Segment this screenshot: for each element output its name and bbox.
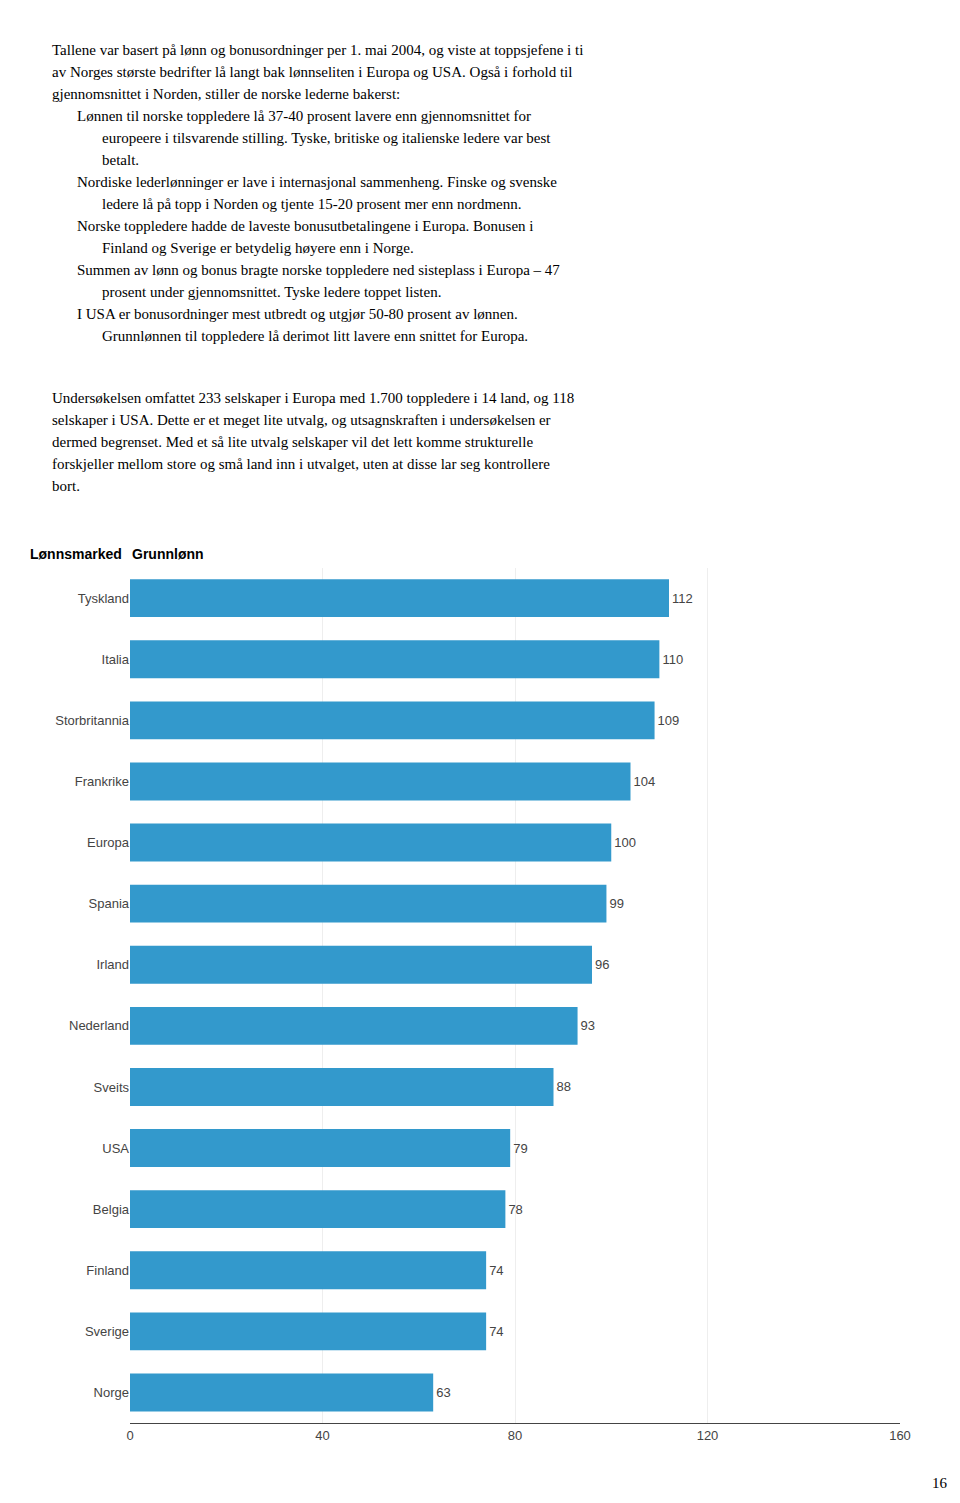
svg-text:I USA er bonusordninger mest u: I USA er bonusordninger mest utbredt og … (77, 306, 518, 322)
svg-text:0: 0 (126, 1428, 133, 1443)
svg-text:Undersøkelsen omfattet 233 sel: Undersøkelsen omfattet 233 selskaper i E… (52, 390, 574, 406)
svg-text:Finland: Finland (86, 1263, 129, 1278)
svg-text:Norske toppledere hadde de lav: Norske toppledere hadde de laveste bonus… (77, 218, 534, 234)
svg-text:Spania: Spania (89, 896, 130, 911)
svg-text:betalt.: betalt. (102, 152, 139, 168)
svg-text:Italia: Italia (102, 652, 130, 667)
svg-text:Irland: Irland (96, 957, 129, 972)
svg-text:Lønnsmarked: Lønnsmarked (30, 546, 122, 562)
svg-text:selskaper i USA. Dette er et m: selskaper i USA. Dette er et meget lite … (52, 412, 551, 428)
svg-text:Nordiske lederlønninger er lav: Nordiske lederlønninger er lave i intern… (77, 174, 557, 190)
svg-text:Summen av lønn og bonus bragte: Summen av lønn og bonus bragte norske to… (77, 262, 560, 278)
svg-text:Sveits: Sveits (94, 1080, 130, 1095)
svg-text:109: 109 (658, 713, 680, 728)
svg-text:79: 79 (513, 1141, 527, 1156)
svg-text:prosent under gjennomsnittet.: prosent under gjennomsnittet. Tyske lede… (102, 284, 441, 300)
svg-text:Grunnlønnen til toppledere lå: Grunnlønnen til toppledere lå derimot li… (102, 328, 528, 344)
svg-text:120: 120 (697, 1428, 719, 1443)
svg-text:80: 80 (508, 1428, 522, 1443)
svg-text:100: 100 (614, 835, 636, 850)
svg-text:gjennomsnittet i Norden, still: gjennomsnittet i Norden, stiller de nors… (52, 86, 400, 102)
svg-text:Norge: Norge (94, 1385, 129, 1400)
svg-text:Grunnlønn: Grunnlønn (132, 546, 204, 562)
svg-text:88: 88 (557, 1079, 571, 1094)
svg-text:160: 160 (889, 1428, 911, 1443)
svg-text:Tallene var basert på lønn og: Tallene var basert på lønn og bonusordni… (52, 42, 583, 58)
svg-text:78: 78 (508, 1202, 522, 1217)
svg-text:74: 74 (489, 1324, 503, 1339)
svg-text:96: 96 (595, 957, 609, 972)
svg-text:Lønnen til norske toppledere l: Lønnen til norske toppledere lå 37-40 pr… (77, 108, 531, 124)
svg-text:Sverige: Sverige (85, 1324, 129, 1339)
svg-text:Finland og Sverige er betydeli: Finland og Sverige er betydelig høyere e… (102, 240, 414, 256)
svg-text:Europa: Europa (87, 835, 130, 850)
svg-text:93: 93 (581, 1018, 595, 1033)
svg-text:112: 112 (672, 591, 693, 606)
svg-text:USA: USA (102, 1141, 129, 1156)
svg-text:Nederland: Nederland (69, 1018, 129, 1033)
svg-text:99: 99 (609, 896, 623, 911)
svg-text:16: 16 (932, 1475, 948, 1491)
svg-text:110: 110 (662, 652, 683, 667)
svg-text:Tyskland: Tyskland (78, 591, 129, 606)
svg-text:Frankrike: Frankrike (75, 774, 129, 789)
svg-text:74: 74 (489, 1263, 503, 1278)
svg-text:forskjeller mellom store og sm: forskjeller mellom store og små land inn… (52, 456, 550, 472)
svg-text:dermed begrenset. Med et så li: dermed begrenset. Med et så lite utvalg … (52, 434, 533, 450)
svg-text:40: 40 (315, 1428, 329, 1443)
svg-text:Storbritannia: Storbritannia (55, 713, 129, 728)
svg-text:bort.: bort. (52, 478, 80, 494)
svg-text:av Norges største bedrifter lå: av Norges største bedrifter lå langt bak… (52, 64, 572, 80)
svg-text:Belgia: Belgia (93, 1202, 130, 1217)
svg-text:104: 104 (634, 774, 656, 789)
svg-text:63: 63 (436, 1385, 450, 1400)
svg-text:europeere i tilsvarende stilli: europeere i tilsvarende stilling. Tyske,… (102, 130, 551, 146)
svg-text:ledere lå på topp i Norden og: ledere lå på topp i Norden og tjente 15-… (102, 196, 521, 212)
